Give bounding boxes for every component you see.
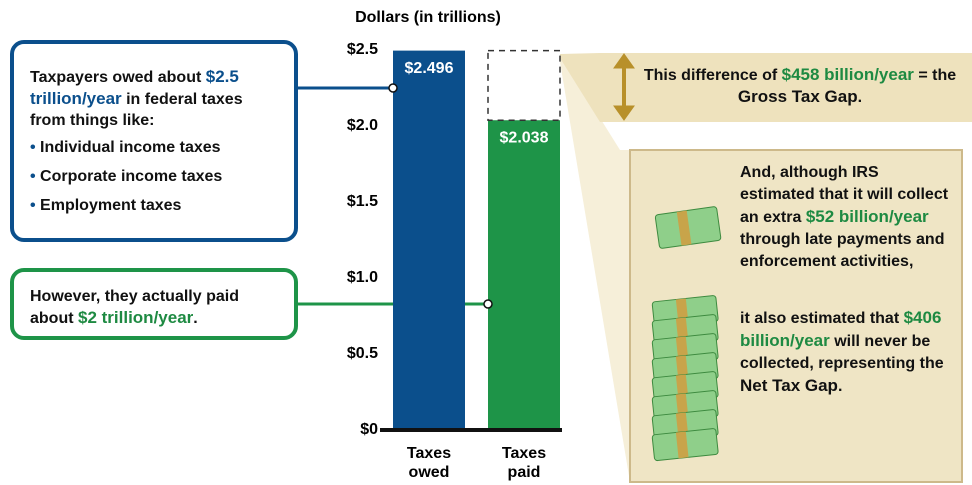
bar — [393, 50, 465, 430]
highlight: $2.5 trillion/year — [30, 67, 239, 108]
value-label: $2.496 — [405, 60, 454, 77]
highlight: Gross Tax Gap — [737, 87, 858, 106]
highlight: Net Tax Gap — [740, 376, 838, 395]
net-gap-text: And, although IRS estimated that it will… — [740, 162, 955, 398]
band — [675, 431, 689, 459]
y-tick-label: $2.0 — [347, 117, 378, 134]
text: And, although IRS estimated that it will… — [740, 164, 949, 226]
y-tick-label: $1.5 — [347, 193, 378, 210]
gap-outline — [487, 49, 561, 121]
text: This difference of — [643, 67, 782, 84]
highlight: $458 billion/year — [781, 65, 914, 84]
text: it also estimated that — [740, 310, 904, 327]
bar — [488, 120, 560, 430]
gross-gap-panel — [600, 53, 972, 122]
x-tick-label: Taxes paid — [501, 445, 547, 481]
y-tick-label: $1.0 — [347, 269, 378, 286]
text: Taxpayers owed about — [30, 69, 206, 86]
text: . — [193, 310, 198, 327]
text: through late payments and enforcement ac… — [740, 231, 945, 270]
y-tick-label: $0 — [360, 421, 378, 438]
money-icon — [651, 428, 719, 462]
owed-box: Taxpayers owed about $2.5 trillion/year … — [10, 40, 298, 242]
money-icons — [654, 206, 722, 249]
callout-wedge — [560, 53, 600, 122]
connector-dot — [388, 83, 398, 93]
text: in federal taxes from things like: — [30, 91, 243, 129]
text: . — [857, 89, 863, 106]
paid-box: However, they actually paid about $2 tri… — [10, 268, 298, 340]
highlight: $2 trillion/year — [78, 308, 194, 327]
bullet: Corporate income taxes — [30, 166, 278, 187]
text: However, they actually paid about — [30, 288, 239, 327]
bullet: Employment taxes — [30, 195, 278, 216]
text: . — [837, 378, 843, 395]
money-icons — [651, 295, 719, 462]
x-tick-label: Taxes owed — [406, 445, 452, 481]
double-arrow — [613, 53, 635, 121]
text: = the — [913, 67, 957, 84]
gross-gap-text: This difference of $458 billion/year = t… — [640, 64, 960, 108]
highlight: $52 billion/year — [805, 207, 929, 226]
y-tick-label: $0.5 — [347, 345, 378, 362]
bullet: Individual income taxes — [30, 137, 278, 158]
text: will never be collected, representing th… — [740, 333, 944, 372]
highlight: $406 billion/year — [740, 308, 942, 350]
axis-title: Dollars (in trillions) — [355, 9, 501, 26]
callout-wedge — [560, 54, 630, 482]
connector-dot — [483, 299, 493, 309]
value-label: $2.038 — [500, 129, 549, 146]
y-tick-label: $2.5 — [347, 41, 378, 58]
